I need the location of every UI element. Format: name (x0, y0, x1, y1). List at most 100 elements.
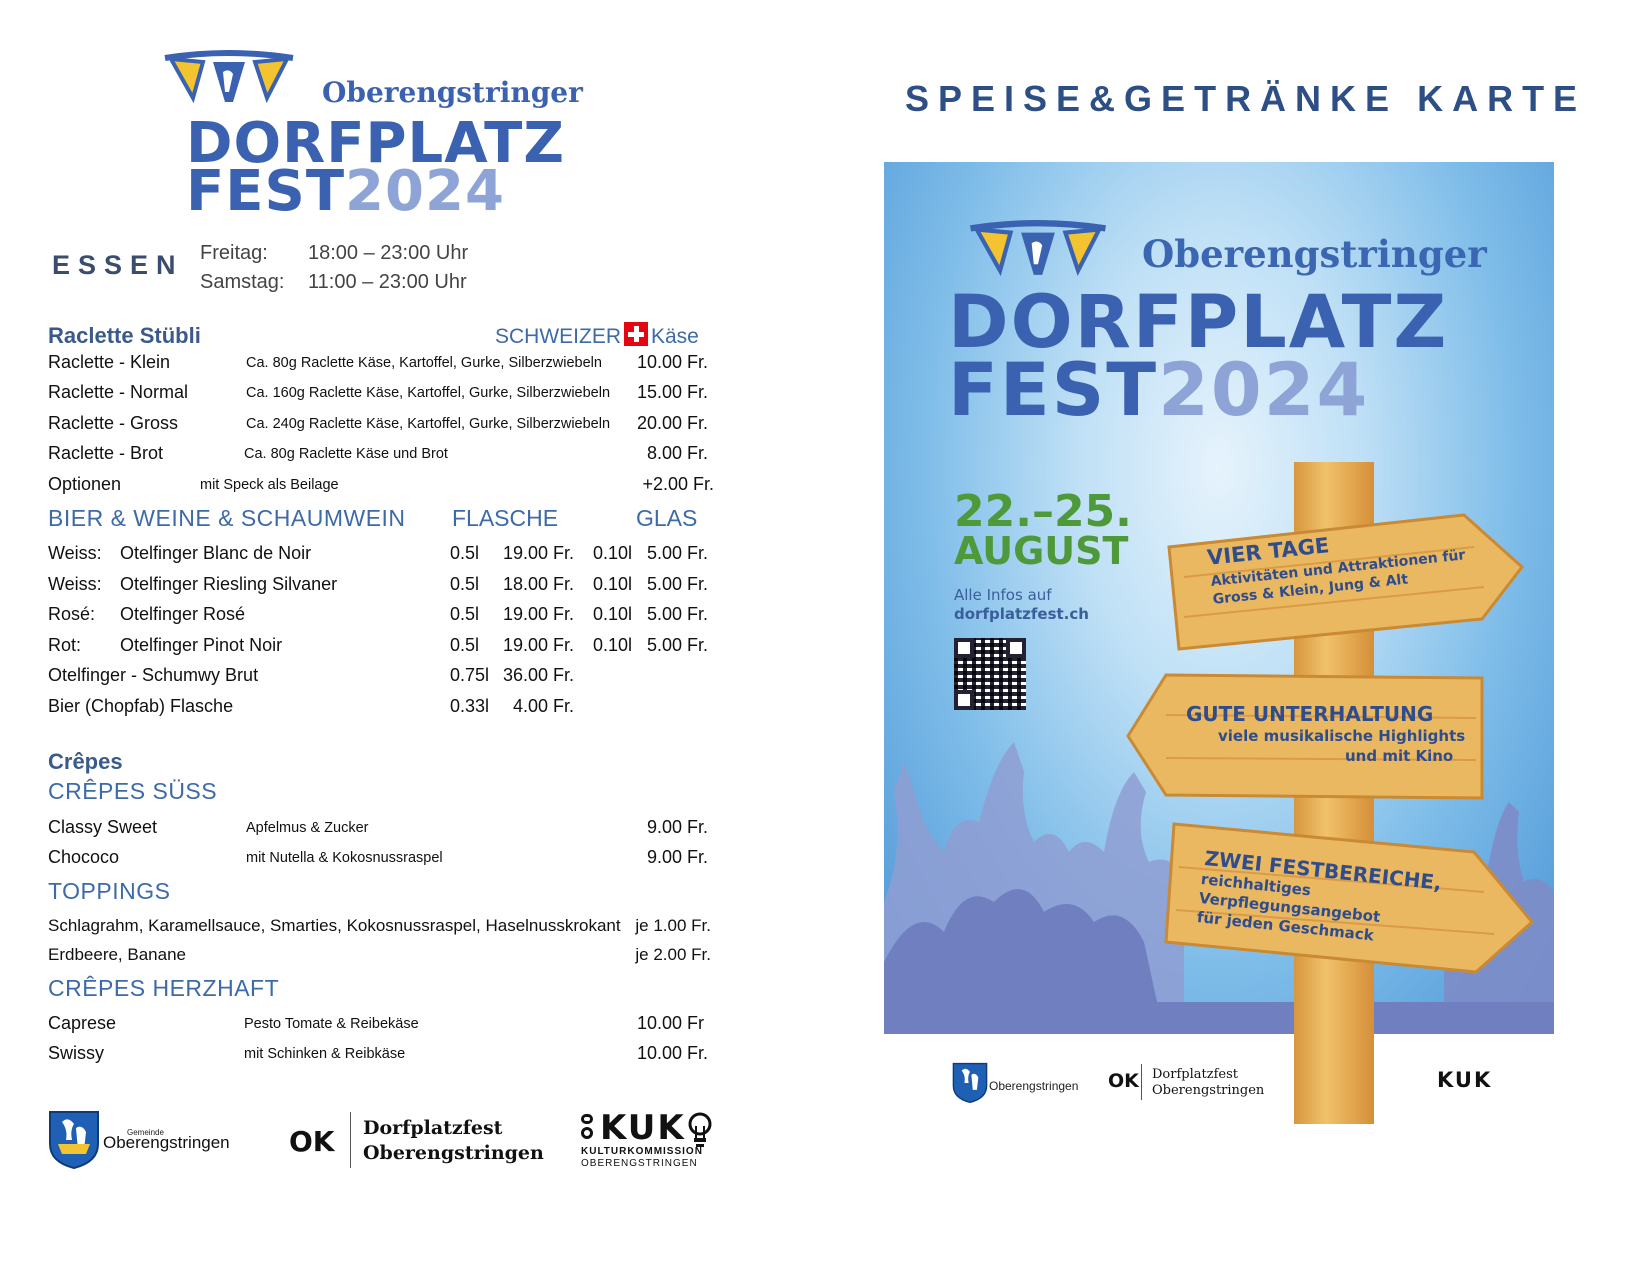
item-price: je 1.00 Fr. (635, 916, 711, 935)
item-price: 9.00 Fr. (646, 817, 708, 837)
drink-name: Otelfinger Rosé (120, 604, 246, 624)
hours-saturday-day: Samstag: (200, 271, 285, 293)
bottle-volume: 0.75l (450, 665, 490, 685)
menu-card-title: SPEISE&GETRÄNKE KARTE (905, 78, 1587, 119)
hours-saturday-time: 11:00 – 23:00 Uhr (308, 271, 467, 293)
bottle-price: 18.00 Fr. (502, 574, 574, 594)
info-url: dorfplatzfest.ch (954, 605, 1089, 623)
crepes-title: Crêpes (48, 749, 123, 774)
list-item: Optionen (48, 474, 122, 494)
drink-type: Weiss: (48, 543, 102, 563)
crepes-sweet-title: CRÊPES SÜSS (48, 778, 218, 804)
gemeinde-small: Gemeinde (127, 1128, 164, 1137)
poster-line2: FEST2024 (948, 354, 1369, 427)
list-item: Swissy (48, 1043, 105, 1063)
drink-type: Rot: (48, 635, 82, 655)
gemeinde-crest-icon (49, 1111, 99, 1170)
bottle-volume: 0.5l (450, 635, 480, 655)
raclette-title: Raclette Stübli (48, 323, 201, 348)
glass-price: 5.00 Fr. (646, 635, 708, 655)
hours-friday-time: 18:00 – 23:00 Uhr (308, 242, 469, 264)
date-range: 22.–25. (954, 486, 1132, 537)
item-price: 15.00 Fr. (636, 382, 708, 402)
item-description: Ca. 80g Raclette Käse und Brot (244, 446, 448, 462)
bottle-volume: 0.5l (450, 604, 480, 624)
drink-name: Otelfinger Riesling Silvaner (120, 574, 338, 594)
divider (350, 1112, 351, 1168)
poster-fest: FEST (948, 348, 1159, 433)
item-description: Ca. 160g Raclette Käse, Kartoffel, Gurke… (246, 385, 611, 401)
logo-line2: FEST2024 (186, 164, 505, 220)
origin-pre: SCHWEIZER (495, 325, 621, 348)
dpf-line2: Oberengstringen (363, 1142, 544, 1164)
glass-volume: 0.10l (593, 604, 633, 624)
drink-name: Otelfinger Pinot Noir (120, 635, 283, 655)
item-price: 20.00 Fr. (636, 413, 708, 433)
sign2-line1: viele musikalische Highlights (1218, 727, 1466, 745)
item-description: Apfelmus & Zucker (246, 820, 369, 836)
list-item: Schlagrahm, Karamellsauce, Smarties, Kok… (48, 916, 621, 935)
bottle-volume: 0.5l (450, 574, 480, 594)
glass-price: 5.00 Fr. (646, 574, 708, 594)
poster-crest-icon (952, 1062, 988, 1104)
item-price: 8.00 Fr. (646, 443, 708, 463)
list-item: Erdbeere, Banane (48, 945, 186, 964)
poster-gemeinde: Oberengstringen (989, 1079, 1079, 1093)
swiss-flag-icon (624, 322, 648, 346)
bunting-icon (164, 50, 294, 104)
glass-volume: 0.10l (593, 574, 633, 594)
bottle-price: 19.00 Fr. (502, 543, 574, 563)
list-item: Raclette - Klein (48, 352, 171, 372)
sign-3 (1164, 822, 1534, 974)
col-glass: GLAS (636, 505, 698, 531)
item-description: mit Nutella & Kokosnussraspel (246, 850, 443, 866)
item-price: +2.00 Fr. (642, 474, 714, 494)
list-item: Caprese (48, 1013, 117, 1033)
list-item: Classy Sweet (48, 817, 158, 837)
raclette-origin: SCHWEIZER Käse (495, 322, 699, 349)
date-month: AUGUST (954, 529, 1129, 573)
item-price: 10.00 Fr. (636, 352, 708, 372)
logo-year: 2024 (345, 159, 505, 224)
glass-volume: 0.10l (593, 543, 633, 563)
poster-dpf2: Oberengstringen (1152, 1083, 1265, 1098)
drink-name: Bier (Chopfab) Flasche (48, 696, 234, 716)
crepes-savory-title: CRÊPES HERZHAFT (48, 975, 280, 1001)
glass-price: 5.00 Fr. (646, 604, 708, 624)
col-bottle: FLASCHE (452, 505, 559, 531)
list-item: Raclette - Brot (48, 443, 164, 463)
drink-type: Weiss: (48, 574, 102, 594)
item-description: Ca. 240g Raclette Käse, Kartoffel, Gurke… (246, 416, 611, 432)
poster-ok: OK (1108, 1070, 1139, 1092)
essen-title: ESSEN (52, 250, 184, 280)
item-price: 10.00 Fr. (636, 1043, 708, 1063)
bottle-volume: 0.33l (450, 696, 490, 716)
glass-volume: 0.10l (593, 635, 633, 655)
ok-logo: OK (289, 1125, 335, 1158)
poster-year: 2024 (1158, 348, 1370, 433)
dpf-line1: Dorfplatzfest (363, 1117, 503, 1139)
bottle-price: 36.00 Fr. (502, 665, 574, 685)
sign-2 (1126, 673, 1484, 800)
festival-poster: Oberengstringer DORFPLATZ FEST2024 22.–2… (884, 162, 1554, 1124)
info-line1: Alle Infos auf (954, 586, 1052, 604)
lightbulb-icon (688, 1112, 712, 1147)
poster-subtitle: Oberengstringer (1142, 232, 1487, 276)
gemeinde-name: Oberengstringen (103, 1133, 230, 1152)
sign-1 (1167, 513, 1524, 651)
glass-price: 5.00 Fr. (646, 543, 708, 563)
kuk-letters: KUK (600, 1108, 686, 1148)
sign2-title: GUTE UNTERHALTUNG (1186, 702, 1434, 726)
poster-divider (1141, 1064, 1142, 1100)
item-description: mit Schinken & Reibkäse (244, 1046, 406, 1062)
item-price: je 2.00 Fr. (635, 945, 711, 964)
logo-line1: DORFPLATZ (186, 111, 565, 176)
bottle-volume: 0.5l (450, 543, 480, 563)
list-item: Raclette - Gross (48, 413, 179, 433)
bottle-price: 4.00 Fr. (512, 696, 574, 716)
bottle-price: 19.00 Fr. (502, 604, 574, 624)
item-price: 9.00 Fr. (646, 847, 708, 867)
item-price: 10.00 Fr (636, 1013, 704, 1033)
logo-fest: FEST (186, 159, 346, 224)
kuk-oe-mark (581, 1114, 597, 1140)
